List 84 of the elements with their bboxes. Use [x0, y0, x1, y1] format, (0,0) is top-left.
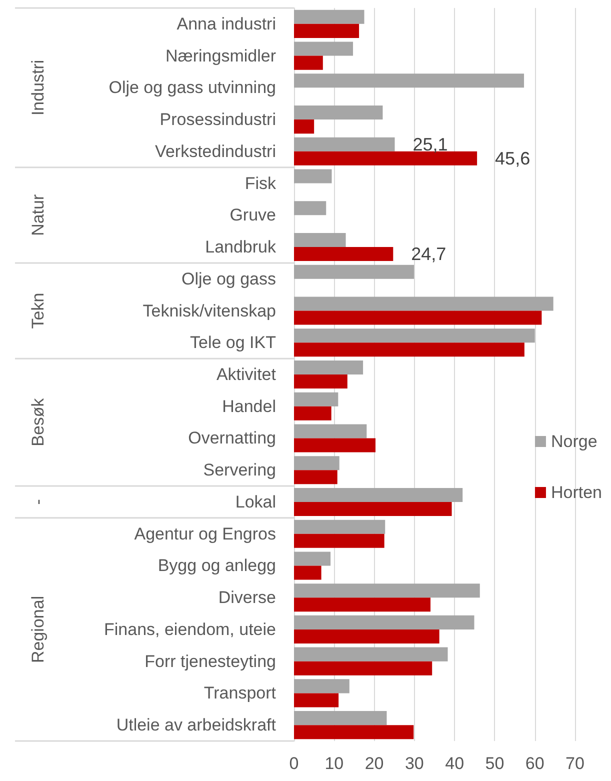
y-tick-label: Handel: [222, 396, 276, 416]
bar: [294, 406, 332, 420]
bar: [294, 711, 387, 726]
y-tick-label: Utleie av arbeidskraft: [116, 716, 276, 735]
bar: [294, 151, 478, 166]
x-tick-label: 30: [404, 754, 424, 773]
bar: [294, 725, 414, 740]
bar: [294, 584, 480, 598]
y-tick-label: Bygg og anlegg: [158, 556, 276, 576]
bar: [294, 456, 340, 470]
x-tick-label: 60: [525, 754, 544, 773]
bar: [294, 661, 432, 676]
y-tick-label: Olje og gass utvinning: [108, 78, 276, 98]
y-tick-label: Finans, eiendom, uteie: [104, 620, 276, 639]
bar: [294, 679, 350, 694]
bar: [294, 693, 339, 708]
y-tick-label: Prosessindustri: [160, 110, 276, 130]
bar: [294, 74, 524, 88]
text: Industri: [28, 60, 48, 116]
y-tick-label: Forr tjenesteyting: [144, 652, 276, 671]
bar: [294, 520, 386, 534]
bar: [294, 424, 367, 438]
x-tick-label: 10: [324, 754, 344, 773]
text: Tekn: [28, 292, 48, 329]
y-tick-label: Aktivitet: [216, 365, 276, 384]
y-tick-label: Landbruk: [205, 238, 276, 257]
legend-label: Norge: [550, 432, 598, 451]
bar: [294, 598, 430, 612]
bar: [294, 328, 535, 343]
y-tick-label: Anna industri: [176, 14, 276, 34]
text: Natur: [28, 194, 48, 236]
bar: [294, 502, 452, 516]
bar: [294, 488, 463, 502]
y-tick-label: Olje og gass: [182, 269, 276, 288]
y-tick-label: Transport: [204, 684, 276, 703]
y-tick-label: Verkstedindustri: [155, 142, 276, 161]
bar: [294, 615, 474, 630]
bar: [294, 264, 414, 279]
x-tick-label: 0: [289, 754, 299, 773]
text: Besøk: [28, 398, 48, 446]
legend-label: Horten: [550, 483, 602, 502]
y-tick-label: Næringsmidler: [165, 46, 276, 66]
bar: [294, 247, 394, 262]
bar: [294, 342, 524, 357]
bar: [294, 310, 542, 325]
text: -: [28, 499, 48, 505]
bar: [294, 360, 364, 374]
y-tick-label: Lokal: [235, 492, 276, 512]
bar: [294, 233, 346, 248]
text: Regional: [28, 596, 48, 664]
bar: [294, 120, 314, 134]
bar: [294, 24, 360, 38]
y-tick-label: Tele og IKT: [190, 333, 276, 352]
bar: [294, 42, 354, 56]
bar: [294, 296, 554, 311]
bar: [294, 169, 332, 184]
data-label: 25,1: [412, 134, 448, 154]
y-tick-label: Teknisk/vitenskap: [142, 301, 276, 320]
bar: [294, 647, 448, 662]
bar: [294, 392, 338, 406]
x-tick-label: 50: [485, 754, 504, 773]
y-tick-label: Agentur og Engros: [134, 524, 276, 544]
y-tick-label: Diverse: [218, 588, 276, 608]
bar: [294, 438, 376, 452]
bar: [294, 56, 323, 70]
x-tick-label: 70: [566, 754, 584, 773]
y-tick-label: Gruve: [230, 206, 276, 225]
bar: [294, 374, 348, 389]
bar: [294, 106, 383, 120]
x-tick-label: 20: [364, 754, 384, 773]
bar: [294, 629, 440, 644]
bar: [294, 470, 338, 484]
bar: [294, 10, 364, 24]
data-label: 24,7: [411, 244, 446, 264]
y-tick-label: Overnatting: [188, 428, 276, 448]
data-label: 45,6: [495, 148, 530, 168]
bar: [294, 566, 322, 580]
y-tick-label: Fisk: [244, 174, 276, 193]
y-tick-label: Servering: [203, 460, 276, 480]
bar: [294, 201, 326, 216]
bar: [294, 534, 384, 548]
bar: [294, 137, 395, 152]
x-tick-label: 40: [445, 754, 464, 773]
bar: [294, 552, 331, 566]
